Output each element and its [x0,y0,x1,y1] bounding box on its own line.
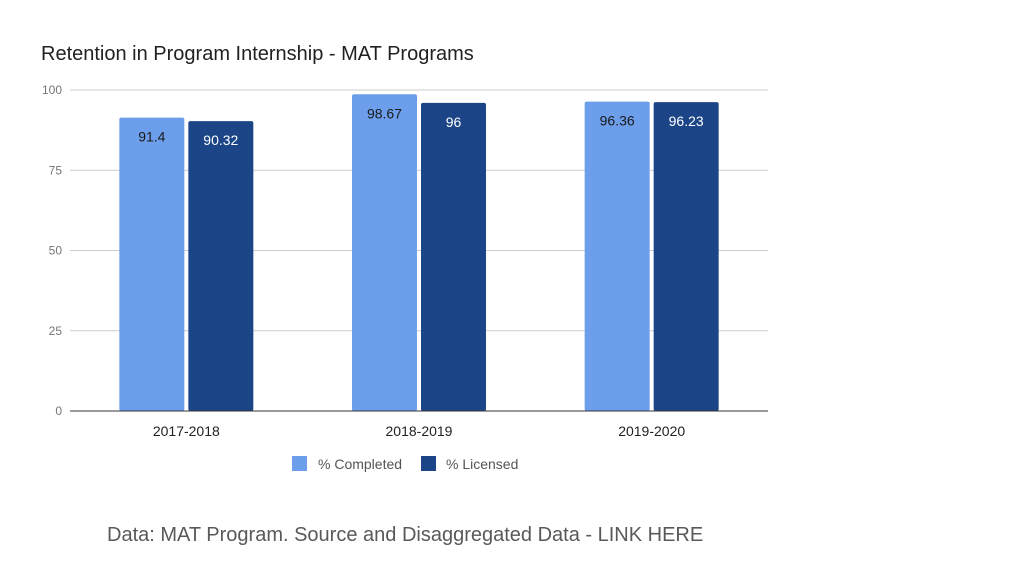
legend-label: % Licensed [446,456,518,472]
data-label: 96.36 [600,113,635,129]
legend-swatch [292,456,307,471]
legend-label: % Completed [318,456,402,472]
data-label: 98.67 [367,105,402,121]
y-tick-label: 100 [42,83,62,97]
data-label: 96 [446,114,462,130]
gridlines [70,89,768,332]
data-label: 90.32 [203,132,238,148]
y-tick-label: 75 [49,163,63,177]
data-labels: 91.4 90.32 98.67 96 96.36 96.23 [138,105,704,148]
data-label: 91.4 [138,129,165,145]
bar-completed-2017-2018 [119,117,185,411]
bars [119,94,719,412]
x-tick-label: 2019-2020 [618,423,685,439]
chart-title: Retention in Program Internship - MAT Pr… [41,43,474,65]
bar-licensed-2019-2020 [653,102,719,412]
x-axis-ticks: 2017-2018 2018-2019 2019-2020 [153,423,685,439]
legend-swatch [421,456,436,471]
bar-completed-2018-2019 [352,94,417,412]
bar-licensed-2017-2018 [188,121,254,411]
bar-licensed-2018-2019 [421,102,486,411]
data-source-note: Data: MAT Program. Source and Disaggrega… [107,524,704,546]
y-tick-label: 50 [49,244,63,258]
y-axis-ticks: 0 25 50 75 100 [42,83,62,418]
y-tick-label: 25 [49,324,63,338]
legend: % Completed % Licensed [292,456,518,472]
y-tick-label: 0 [55,404,62,418]
x-tick-label: 2017-2018 [153,423,220,439]
data-label: 96.23 [669,113,704,129]
x-tick-label: 2018-2019 [386,423,453,439]
bar-completed-2019-2020 [584,101,650,412]
